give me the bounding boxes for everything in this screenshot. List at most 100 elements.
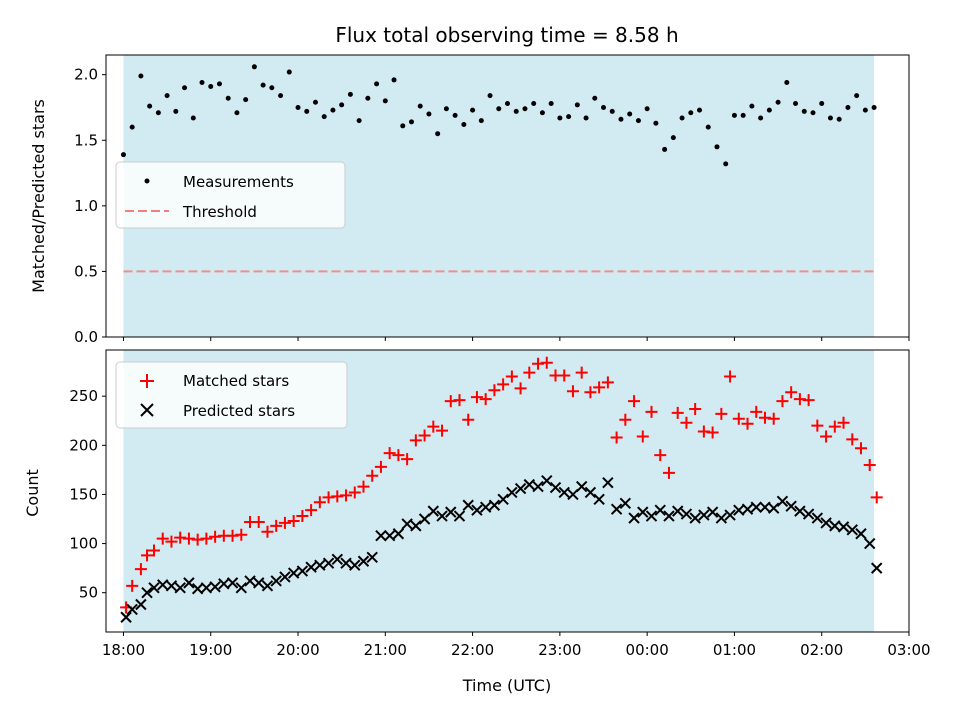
bottom-x-ticks: 18:00 19:00 20:00 21:00 22:00 23:00 00:00 01:00…: [102, 632, 931, 659]
top-y-tick-label: 1.0: [74, 197, 98, 215]
bottom-y-tick-label: 100: [69, 535, 98, 553]
predicted-star-point: [619, 497, 632, 509]
matched-star-point: [357, 480, 370, 493]
predicted-star-point: [366, 551, 378, 564]
measurement-point: [574, 102, 580, 108]
matched-star-point: [427, 420, 440, 433]
measurement-point: [147, 103, 153, 109]
predicted-star-point: [497, 493, 509, 506]
bottom-panel: 50 100 150 200 250 18:00 19:00 20:00 21:00 22:00…: [23, 349, 931, 695]
predicted-star-point: [296, 565, 309, 577]
predicted-star-point: [244, 575, 256, 587]
top-legend: Measurements Threshold: [115, 161, 346, 229]
matched-star-point: [141, 549, 154, 562]
top-y-tick-label: 2.0: [74, 66, 98, 84]
measurement-point: [190, 115, 196, 121]
predicted-star-point: [314, 559, 326, 571]
measurement-point: [531, 101, 537, 107]
matched-star-point: [645, 405, 658, 418]
x-tick-label: 19:00: [189, 641, 232, 659]
x-tick-label: 22:00: [451, 641, 494, 659]
legend-marker-measurements: [144, 178, 150, 184]
measurement-point: [775, 99, 781, 105]
measurement-point: [670, 135, 676, 141]
measurement-point: [845, 104, 851, 110]
predicted-star-point: [209, 581, 221, 593]
measurement-point: [278, 93, 284, 99]
measurement-point: [199, 80, 205, 86]
measurement-point: [592, 95, 598, 101]
matched-star-point: [296, 510, 309, 523]
measurement-point: [731, 112, 737, 118]
measurement-point: [243, 97, 249, 103]
matched-star-point: [418, 429, 431, 442]
measurement-point: [208, 83, 214, 89]
measurement-point: [330, 107, 336, 113]
measurement-point: [583, 115, 589, 121]
measurement-point: [400, 123, 406, 129]
top-y-tick-label: 1.5: [74, 131, 98, 149]
predicted-star-point: [706, 506, 719, 518]
matched-star-point: [287, 514, 300, 527]
predicted-star-point: [855, 528, 867, 540]
matched-star-point: [200, 532, 213, 545]
bottom-legend: Matched stars Predicted stars: [115, 361, 348, 429]
measurement-point: [618, 116, 624, 122]
matched-star-point: [785, 386, 798, 399]
measurement-point: [566, 114, 572, 120]
matched-star-point: [593, 381, 606, 394]
predicted-star-point: [401, 518, 413, 530]
predicted-star-point: [811, 512, 824, 524]
matched-star-point: [828, 420, 841, 433]
predicted-star-point: [279, 571, 291, 583]
predicted-star-point: [750, 501, 762, 513]
predicted-star-point: [270, 575, 282, 587]
measurement-points: [120, 64, 877, 167]
measurement-point: [356, 118, 362, 124]
bottom-axes-frame: [105, 349, 910, 633]
predicted-star-point: [645, 510, 658, 522]
predicted-star-point: [689, 512, 701, 524]
measurement-point: [435, 131, 441, 137]
matched-star-point: [566, 385, 579, 398]
matched-star-point: [540, 356, 553, 369]
measurement-point: [478, 118, 484, 124]
measurement-point: [705, 124, 711, 130]
x-tick-label: 23:00: [538, 641, 581, 659]
predicted-star-point: [410, 520, 422, 532]
predicted-star-point: [575, 480, 588, 493]
matched-star-point: [837, 416, 850, 429]
measurement-point: [714, 144, 720, 150]
measurement-point: [662, 146, 668, 152]
predicted-star-point: [120, 611, 132, 623]
x-tick-label: 00:00: [626, 641, 669, 659]
predicted-star-point: [488, 499, 501, 511]
measurement-point: [408, 119, 414, 125]
matched-star-point: [846, 433, 859, 446]
measurement-point: [688, 110, 694, 116]
matched-star-point: [235, 528, 248, 541]
matched-star-point: [305, 504, 318, 517]
top-y-ticks: 0.0 0.5 1.0 1.5 2.0: [74, 66, 106, 346]
matched-star-point: [523, 366, 536, 379]
matched-star-point: [278, 516, 291, 529]
matched-star-point: [514, 382, 527, 395]
measurement-point: [548, 101, 554, 107]
measurement-point: [627, 111, 633, 117]
predicted-star-point: [261, 580, 274, 592]
matched-star-point: [715, 407, 728, 420]
predicted-star-point: [349, 559, 361, 571]
predicted-star-point: [837, 521, 850, 533]
measurement-point: [601, 104, 607, 110]
bottom-y-tick-label: 50: [79, 584, 98, 602]
predicted-star-point: [126, 603, 138, 616]
measurement-point: [871, 104, 877, 110]
measurement-point: [758, 115, 764, 121]
legend-label-measurements: Measurements: [183, 173, 294, 191]
measurement-point: [644, 106, 650, 112]
predicted-star-point: [785, 500, 797, 512]
matched-star-point: [156, 532, 169, 545]
measurement-point: [461, 122, 467, 128]
matched-star-point: [348, 486, 361, 499]
